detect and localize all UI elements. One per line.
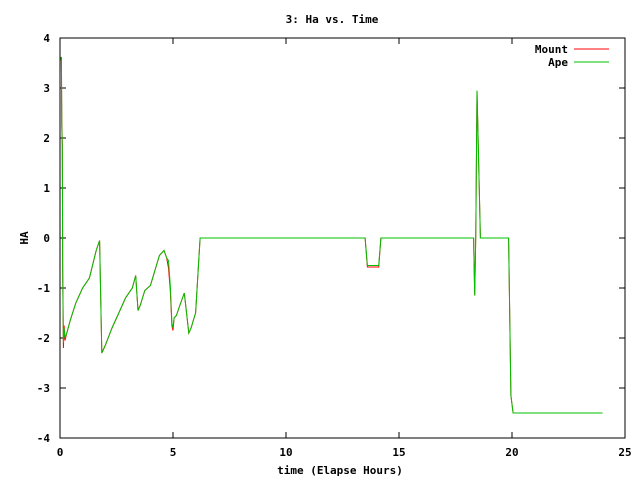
y-tick-label: 3 [43,82,50,95]
y-tick-label: -4 [37,432,51,445]
x-tick-label: 20 [505,446,518,459]
y-tick-label: 2 [43,132,50,145]
x-axis-label: time (Elapse Hours) [277,464,403,477]
y-tick-label: -2 [37,332,50,345]
x-tick-label: 5 [170,446,177,459]
y-tick-label: 0 [43,232,50,245]
series-line-mount [59,56,603,414]
plot-frame [59,37,626,439]
y-tick-label: 1 [43,182,50,195]
legend-label: Mount [535,43,568,56]
chart-title: 3: Ha vs. Time [286,13,379,26]
series-line-ape [59,56,603,414]
x-tick-label: 15 [392,446,405,459]
x-tick-label: 10 [279,446,292,459]
series-lines [59,56,603,414]
y-axis-label: HA [18,231,31,245]
y-tick-label: -3 [37,382,50,395]
y-tick-label: -1 [37,282,51,295]
x-tick-label: 0 [57,446,64,459]
legend-label: Ape [548,56,568,69]
x-tick-label: 25 [618,446,631,459]
axis-ticks: 0 5 10 15 20 25 -4 -3 -2 -1 0 1 2 3 4 [37,32,632,459]
y-tick-label: 4 [43,32,50,45]
